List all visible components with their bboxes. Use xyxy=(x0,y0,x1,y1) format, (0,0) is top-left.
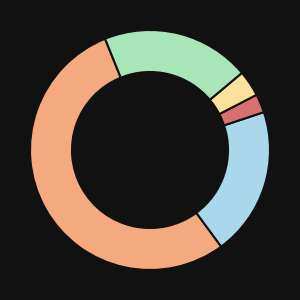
Wedge shape xyxy=(219,95,264,125)
Wedge shape xyxy=(210,73,256,114)
Wedge shape xyxy=(196,112,270,247)
Wedge shape xyxy=(30,39,221,270)
Wedge shape xyxy=(105,30,242,100)
